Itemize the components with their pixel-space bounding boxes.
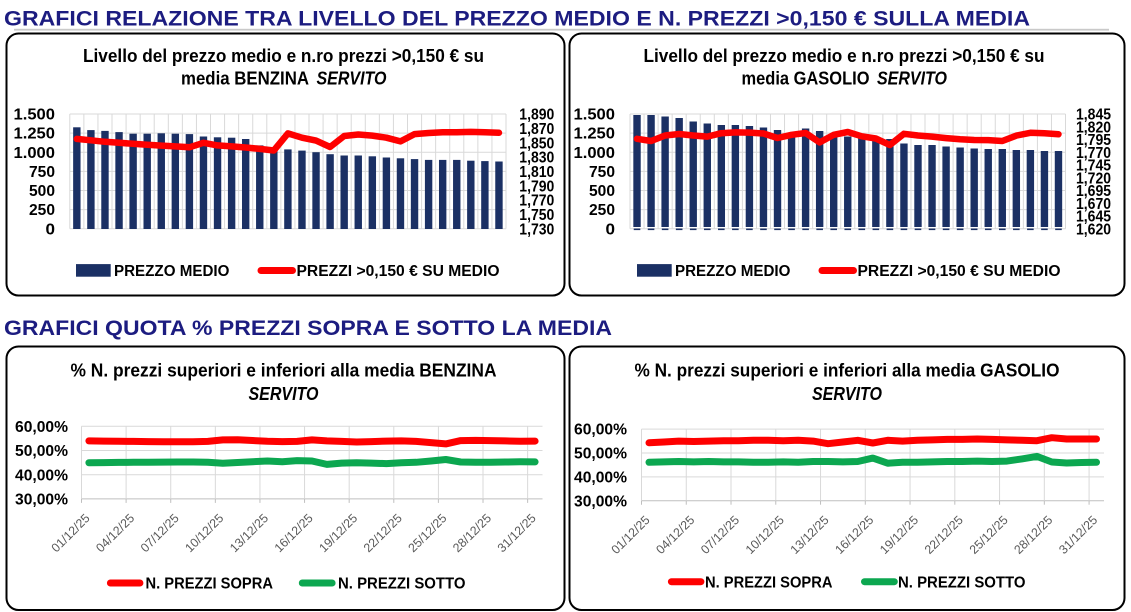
svg-text:1,890: 1,890 xyxy=(519,107,554,124)
svg-text:1,795: 1,795 xyxy=(1076,132,1111,149)
svg-text:750: 750 xyxy=(29,164,55,181)
svg-text:media GASOLIO: media GASOLIO xyxy=(742,68,870,89)
svg-text:media BENZINA: media BENZINA xyxy=(181,68,309,89)
svg-text:1.000: 1.000 xyxy=(14,145,56,162)
svg-text:PREZZO MEDIO: PREZZO MEDIO xyxy=(675,263,790,280)
svg-text:1,870: 1,870 xyxy=(519,121,554,138)
svg-text:1,720: 1,720 xyxy=(1076,170,1111,187)
svg-text:1,695: 1,695 xyxy=(1076,183,1111,200)
svg-text:60,00%: 60,00% xyxy=(574,422,627,439)
svg-text:SERVITO: SERVITO xyxy=(249,383,320,404)
svg-text:Livello del prezzo medio e n.r: Livello del prezzo medio e n.ro prezzi >… xyxy=(83,45,484,66)
svg-text:PREZZI >0,150 € SU MEDIO: PREZZI >0,150 € SU MEDIO xyxy=(858,263,1061,280)
svg-text:1,645: 1,645 xyxy=(1076,209,1111,226)
svg-text:250: 250 xyxy=(589,202,615,219)
svg-text:30,00%: 30,00% xyxy=(15,492,68,509)
svg-text:1,850: 1,850 xyxy=(519,135,554,152)
svg-text:60,00%: 60,00% xyxy=(15,419,68,436)
svg-text:1,790: 1,790 xyxy=(519,178,554,195)
svg-text:1,750: 1,750 xyxy=(519,207,554,224)
svg-text:750: 750 xyxy=(589,164,615,181)
svg-text:Livello del prezzo medio e n.r: Livello del prezzo medio e n.ro prezzi >… xyxy=(644,45,1045,66)
svg-text:% N. prezzi superiori e inferi: % N. prezzi superiori e inferiori alla m… xyxy=(635,360,1060,381)
svg-text:SERVITO: SERVITO xyxy=(812,383,883,404)
svg-text:N. PREZZI SOPRA: N. PREZZI SOPRA xyxy=(705,574,833,591)
svg-text:% N. prezzi superiori e inferi: % N. prezzi superiori e inferiori alla m… xyxy=(71,360,497,381)
svg-text:500: 500 xyxy=(29,183,55,200)
svg-text:0: 0 xyxy=(46,221,56,238)
svg-text:SERVITO: SERVITO xyxy=(317,68,388,89)
svg-text:250: 250 xyxy=(29,202,55,219)
svg-text:50,00%: 50,00% xyxy=(15,443,68,460)
svg-text:1.500: 1.500 xyxy=(14,107,56,124)
svg-text:1,670: 1,670 xyxy=(1076,196,1111,213)
svg-text:40,00%: 40,00% xyxy=(15,467,68,484)
svg-text:500: 500 xyxy=(589,183,615,200)
svg-text:40,00%: 40,00% xyxy=(574,469,627,486)
svg-text:0: 0 xyxy=(606,221,616,238)
svg-text:1,845: 1,845 xyxy=(1076,107,1111,124)
svg-text:1.250: 1.250 xyxy=(574,126,616,143)
svg-text:PREZZO MEDIO: PREZZO MEDIO xyxy=(114,263,229,280)
svg-text:GRAFICI RELAZIONE TRA LIVELLO: GRAFICI RELAZIONE TRA LIVELLO DEL PREZZO… xyxy=(4,8,1030,31)
svg-text:1,770: 1,770 xyxy=(519,193,554,210)
svg-text:1.000: 1.000 xyxy=(574,145,616,162)
svg-text:N. PREZZI SOTTO: N. PREZZI SOTTO xyxy=(898,574,1026,591)
svg-text:1.500: 1.500 xyxy=(574,107,616,124)
svg-text:N. PREZZI SOPRA: N. PREZZI SOPRA xyxy=(146,576,274,593)
svg-text:30,00%: 30,00% xyxy=(574,493,627,510)
svg-text:1,730: 1,730 xyxy=(519,221,554,238)
svg-text:1,620: 1,620 xyxy=(1076,221,1111,238)
svg-text:1,830: 1,830 xyxy=(519,150,554,167)
svg-text:N. PREZZI SOTTO: N. PREZZI SOTTO xyxy=(338,576,466,593)
svg-text:1,770: 1,770 xyxy=(1076,145,1111,162)
svg-text:1,810: 1,810 xyxy=(519,164,554,181)
svg-text:1,820: 1,820 xyxy=(1076,119,1111,136)
svg-text:SERVITO: SERVITO xyxy=(877,68,948,89)
svg-text:1.250: 1.250 xyxy=(14,126,56,143)
svg-text:1,745: 1,745 xyxy=(1076,158,1111,175)
svg-text:PREZZI >0,150 € SU MEDIO: PREZZI >0,150 € SU MEDIO xyxy=(297,263,500,280)
svg-text:50,00%: 50,00% xyxy=(574,446,627,463)
svg-text:GRAFICI QUOTA % PREZZI SOPRA E: GRAFICI QUOTA % PREZZI SOPRA E SOTTO LA … xyxy=(4,317,612,340)
